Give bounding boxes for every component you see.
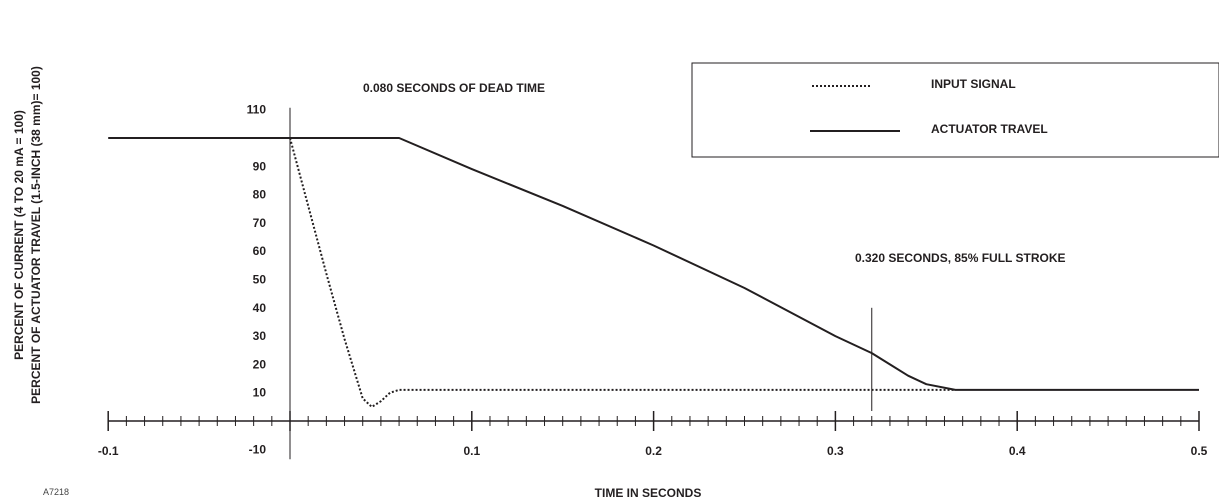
series-line-input-signal — [289, 137, 956, 408]
y-tick-label: 30 — [253, 329, 267, 343]
y-tick-label: 110 — [247, 103, 267, 117]
figure-code: A7218 — [43, 487, 69, 497]
legend: INPUT SIGNAL ACTUATOR TRAVEL — [691, 62, 1219, 158]
axes: -0.1 0.1 0.2 0.3 0.4 0.5 110 90 80 70 60 50 40 30 20 10… — [98, 103, 1208, 460]
y-tick-label: -10 — [249, 442, 267, 456]
x-tick-label: 0.3 — [827, 444, 844, 458]
legend-box — [691, 62, 1219, 158]
legend-label-input-signal: INPUT SIGNAL — [931, 77, 1016, 91]
annotation-dead-time: 0.080 SECONDS OF DEAD TIME — [363, 81, 545, 95]
x-tick-label: 0.2 — [645, 444, 662, 458]
x-tick-label: 0.5 — [1191, 444, 1208, 458]
y-tick-label: 40 — [253, 301, 267, 315]
series-group — [108, 137, 1199, 411]
annotation-full-stroke: 0.320 SECONDS, 85% FULL STROKE — [855, 251, 1066, 265]
y-tick-label: 70 — [253, 216, 267, 230]
x-axis-title: TIME IN SECONDS — [595, 486, 702, 500]
y-tick-label: 60 — [253, 244, 267, 258]
y-axis-title-line-1: PERCENT OF CURRENT (4 TO 20 mA = 100) — [12, 110, 26, 360]
y-tick-label: 20 — [253, 357, 267, 371]
legend-label-actuator-travel: ACTUATOR TRAVEL — [931, 122, 1048, 136]
y-tick-label: 90 — [253, 159, 267, 173]
y-tick-label: 80 — [253, 188, 267, 202]
y-axis-title-line-2: PERCENT OF ACTUATOR TRAVEL (1.5-INCH (38… — [29, 66, 43, 404]
y-tick-label: 50 — [253, 273, 267, 287]
y-tick-label: 10 — [253, 386, 267, 400]
x-tick-label: 0.1 — [463, 444, 480, 458]
x-tick-label: 0.4 — [1009, 444, 1026, 458]
series-line-actuator-travel — [108, 137, 1199, 391]
x-tick-label: -0.1 — [98, 444, 119, 458]
